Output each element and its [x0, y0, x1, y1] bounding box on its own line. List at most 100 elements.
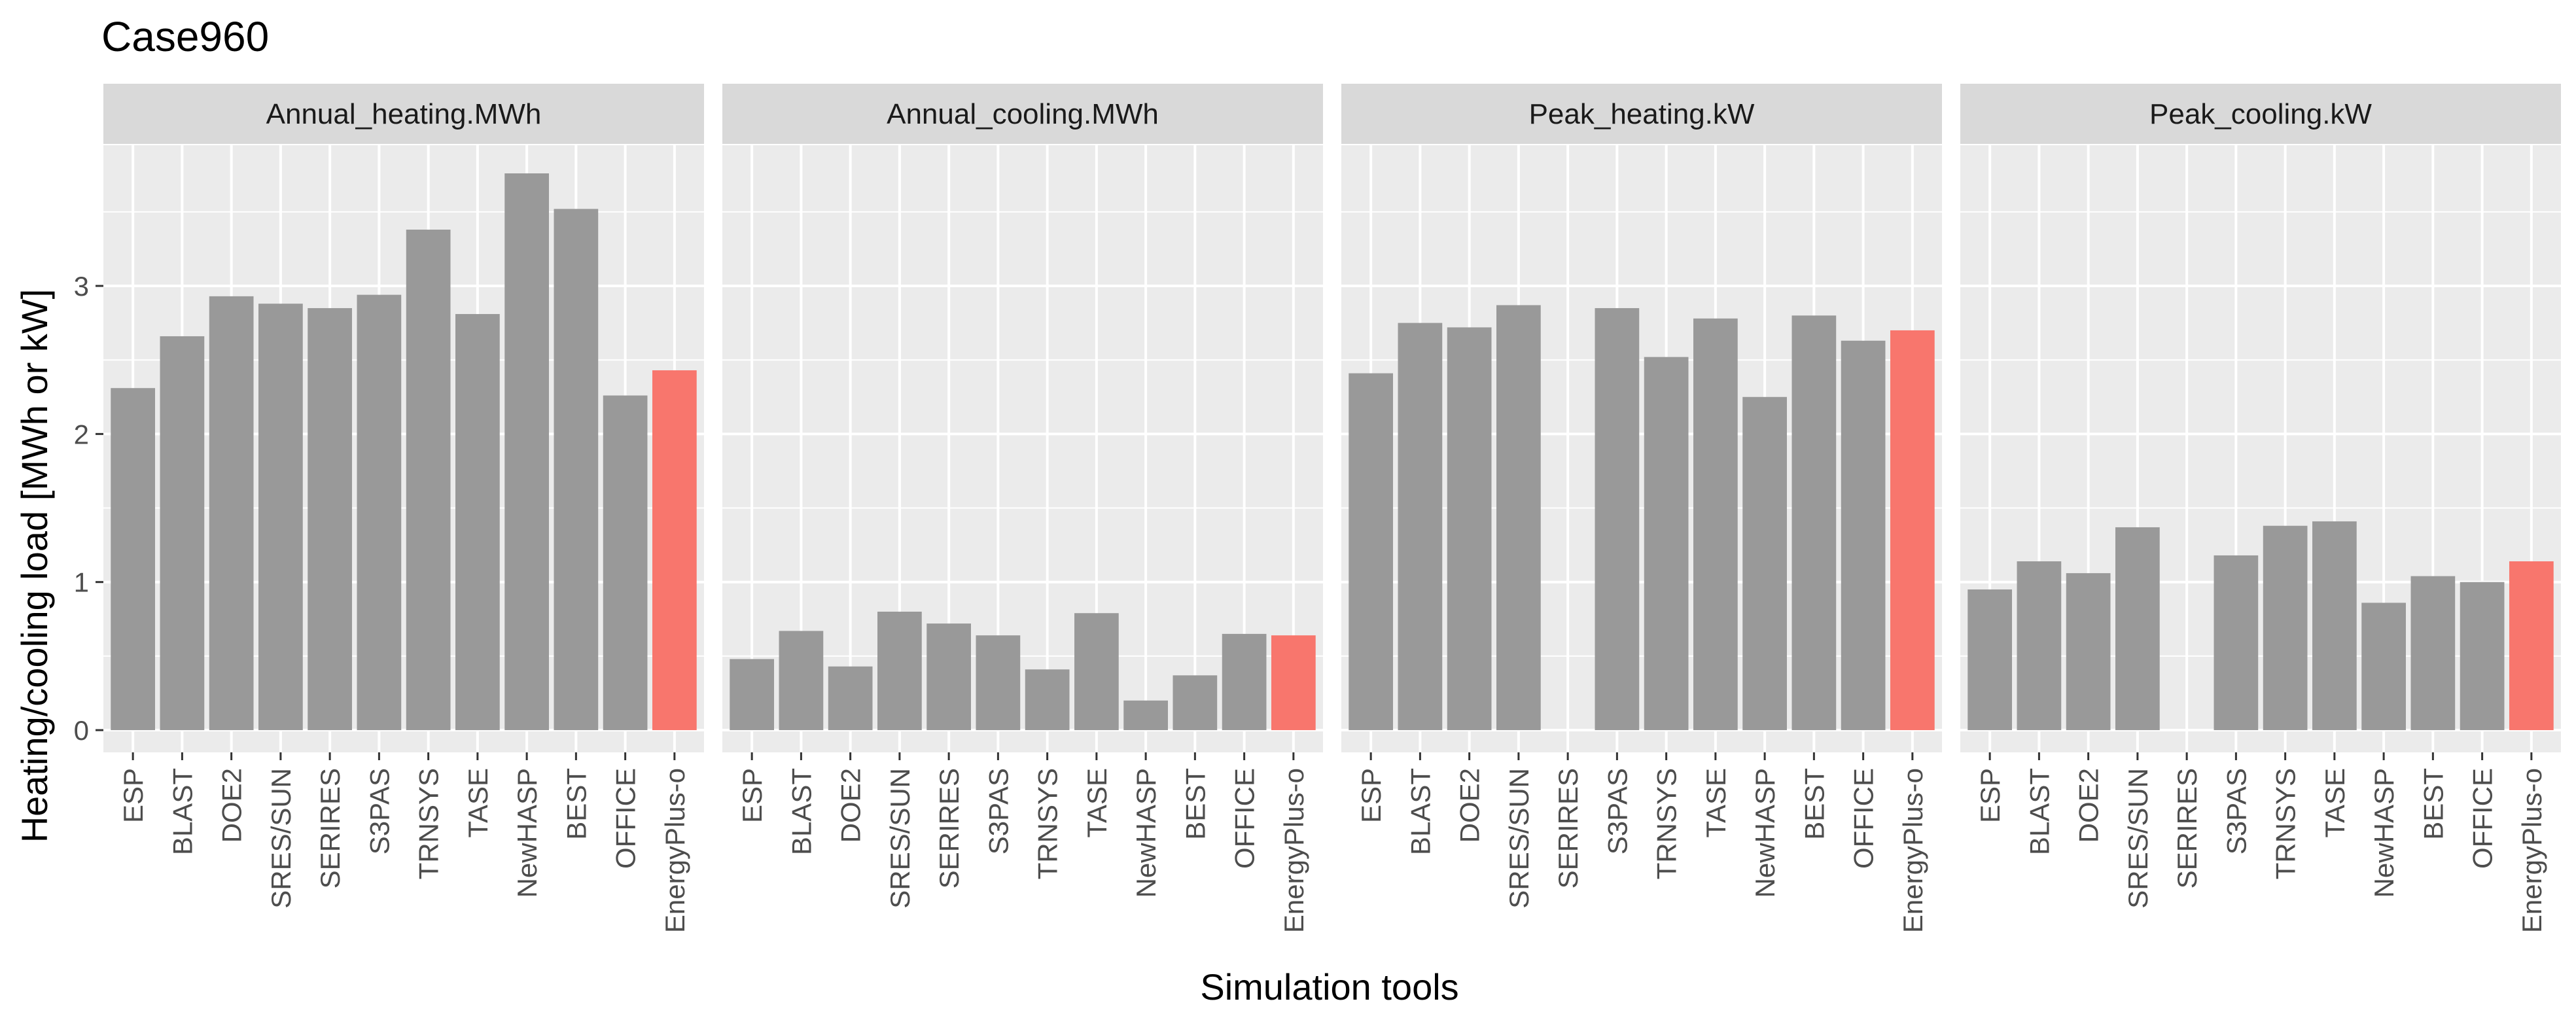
bar-s3pas	[976, 635, 1021, 731]
x-tick-label: DOE2	[1455, 768, 1485, 843]
x-tick-label: TASE	[1082, 768, 1112, 838]
facet-strip-label: Annual_heating.MWh	[266, 98, 542, 130]
bar-esp	[111, 388, 156, 731]
x-tick-label: SRES/SUN	[885, 768, 915, 909]
x-tick-label: OFFICE	[1848, 768, 1879, 869]
x-tick-label: EnergyPlus-o	[660, 768, 690, 933]
bar-sres-sun	[2115, 527, 2160, 731]
bar-blast	[2017, 561, 2062, 731]
bar-serires	[926, 623, 971, 731]
x-tick-label: BLAST	[167, 768, 198, 855]
x-tick-label: BEST	[2418, 768, 2448, 840]
bar-sres-sun	[877, 611, 922, 731]
facet-strip	[1960, 84, 2561, 144]
y-tick-label: 1	[74, 567, 89, 598]
bar-sres-sun	[1496, 305, 1541, 731]
x-tick-label: NewHASP	[1750, 768, 1780, 898]
bar-blast	[1398, 323, 1443, 731]
x-tick-label: TRNSYS	[2270, 768, 2301, 879]
x-tick-label: NewHASP	[512, 768, 542, 898]
y-tick-label: 3	[74, 271, 89, 302]
x-tick-label: EnergyPlus-o	[2516, 768, 2547, 933]
x-tick-label: OFFICE	[2467, 768, 2498, 869]
facet-strip	[103, 84, 704, 144]
bar-tase	[1074, 613, 1119, 731]
facet-strip	[1341, 84, 1942, 144]
x-tick-label: EnergyPlus-o	[1279, 768, 1309, 933]
bar-best	[1791, 315, 1837, 731]
bar-office	[1222, 633, 1267, 731]
bar-trnsys	[2263, 525, 2308, 731]
x-tick-label: TASE	[463, 768, 493, 838]
x-tick-label: TASE	[2320, 768, 2350, 838]
x-tick-label: S3PAS	[1602, 768, 1632, 854]
x-tick-label: BLAST	[2024, 768, 2055, 855]
bar-newhasp	[504, 173, 549, 731]
bar-tase	[2312, 521, 2357, 731]
bar-office	[2460, 582, 2505, 731]
bar-doe2	[209, 296, 254, 731]
x-axis-title: Simulation tools	[1200, 966, 1458, 1007]
x-tick-label: TRNSYS	[414, 768, 444, 879]
x-tick-label: TRNSYS	[1651, 768, 1682, 879]
x-tick-label: BLAST	[1405, 768, 1436, 855]
bar-newhasp	[2361, 603, 2406, 731]
chart-title: Case960	[101, 13, 269, 60]
bar-best	[554, 209, 599, 731]
bar-tase	[1693, 318, 1738, 731]
bar-trnsys	[1644, 357, 1689, 731]
x-tick-label: EnergyPlus-o	[1897, 768, 1928, 933]
bar-esp	[1349, 373, 1394, 731]
y-axis-title: Heating/cooling load [MWh or kW]	[14, 289, 55, 843]
panel-annual-heating-mwh: Annual_heating.MWh ESP BLAST DOE2 SRES/SUN SE…	[103, 84, 704, 933]
x-tick-label: BLAST	[786, 768, 817, 855]
bar-energyplus-o	[2509, 561, 2554, 731]
y-tick-label: 0	[74, 715, 89, 746]
bar-energyplus-o	[652, 370, 697, 731]
x-tick-label: SRES/SUN	[266, 768, 296, 909]
x-tick-label: NewHASP	[1131, 768, 1161, 898]
bar-best	[2410, 576, 2456, 731]
bar-esp	[1967, 589, 2013, 731]
x-tick-label: DOE2	[217, 768, 247, 843]
x-tick-label: OFFICE	[610, 768, 641, 869]
bar-office	[603, 395, 648, 731]
bar-tase	[455, 314, 500, 731]
x-tick-label: ESP	[118, 768, 149, 823]
bar-s3pas	[1595, 307, 1640, 731]
x-tick-label: SERIRES	[934, 768, 964, 888]
panel-annual-cooling-mwh: Annual_cooling.MWh ESP BLAST DOE2 SRES/SUN SE…	[722, 84, 1323, 933]
x-tick-label: SERIRES	[2172, 768, 2202, 888]
x-tick-label: SRES/SUN	[2123, 768, 2153, 909]
x-tick-label: BEST	[1799, 768, 1829, 840]
x-tick-label: S3PAS	[2221, 768, 2251, 854]
x-tick-label: S3PAS	[364, 768, 395, 854]
x-tick-label: OFFICE	[1229, 768, 1260, 869]
x-tick-label: ESP	[1356, 768, 1386, 823]
bar-blast	[160, 336, 205, 731]
x-tick-label: SRES/SUN	[1504, 768, 1534, 909]
facet-strip-label: Peak_heating.kW	[1529, 98, 1755, 130]
bar-trnsys	[1025, 669, 1070, 731]
x-tick-label: SERIRES	[1553, 768, 1583, 888]
panel-peak-cooling-kw: Peak_cooling.kW ESP BLAST DOE2 SRES/SUN SERIR…	[1960, 84, 2561, 933]
facet-strip-label: Peak_cooling.kW	[2149, 98, 2372, 130]
x-tick-label: TRNSYS	[1032, 768, 1063, 879]
x-tick-label: ESP	[1975, 768, 2005, 823]
bar-s3pas	[357, 294, 402, 731]
x-tick-label: NewHASP	[2369, 768, 2399, 898]
facet-strip	[722, 84, 1323, 144]
x-tick-label: DOE2	[836, 768, 866, 843]
bar-newhasp	[1123, 700, 1168, 731]
bar-newhasp	[1742, 396, 1787, 731]
x-tick-label: BEST	[1180, 768, 1210, 840]
bar-office	[1841, 340, 1886, 731]
bar-energyplus-o	[1890, 330, 1935, 731]
bar-blast	[779, 631, 824, 731]
panel-peak-heating-kw: Peak_heating.kW ESP BLAST DOE2 SRES/SUN SERIR…	[1341, 84, 1942, 933]
y-tick-label: 2	[74, 419, 89, 449]
bar-best	[1173, 675, 1218, 731]
x-tick-label: BEST	[561, 768, 591, 840]
